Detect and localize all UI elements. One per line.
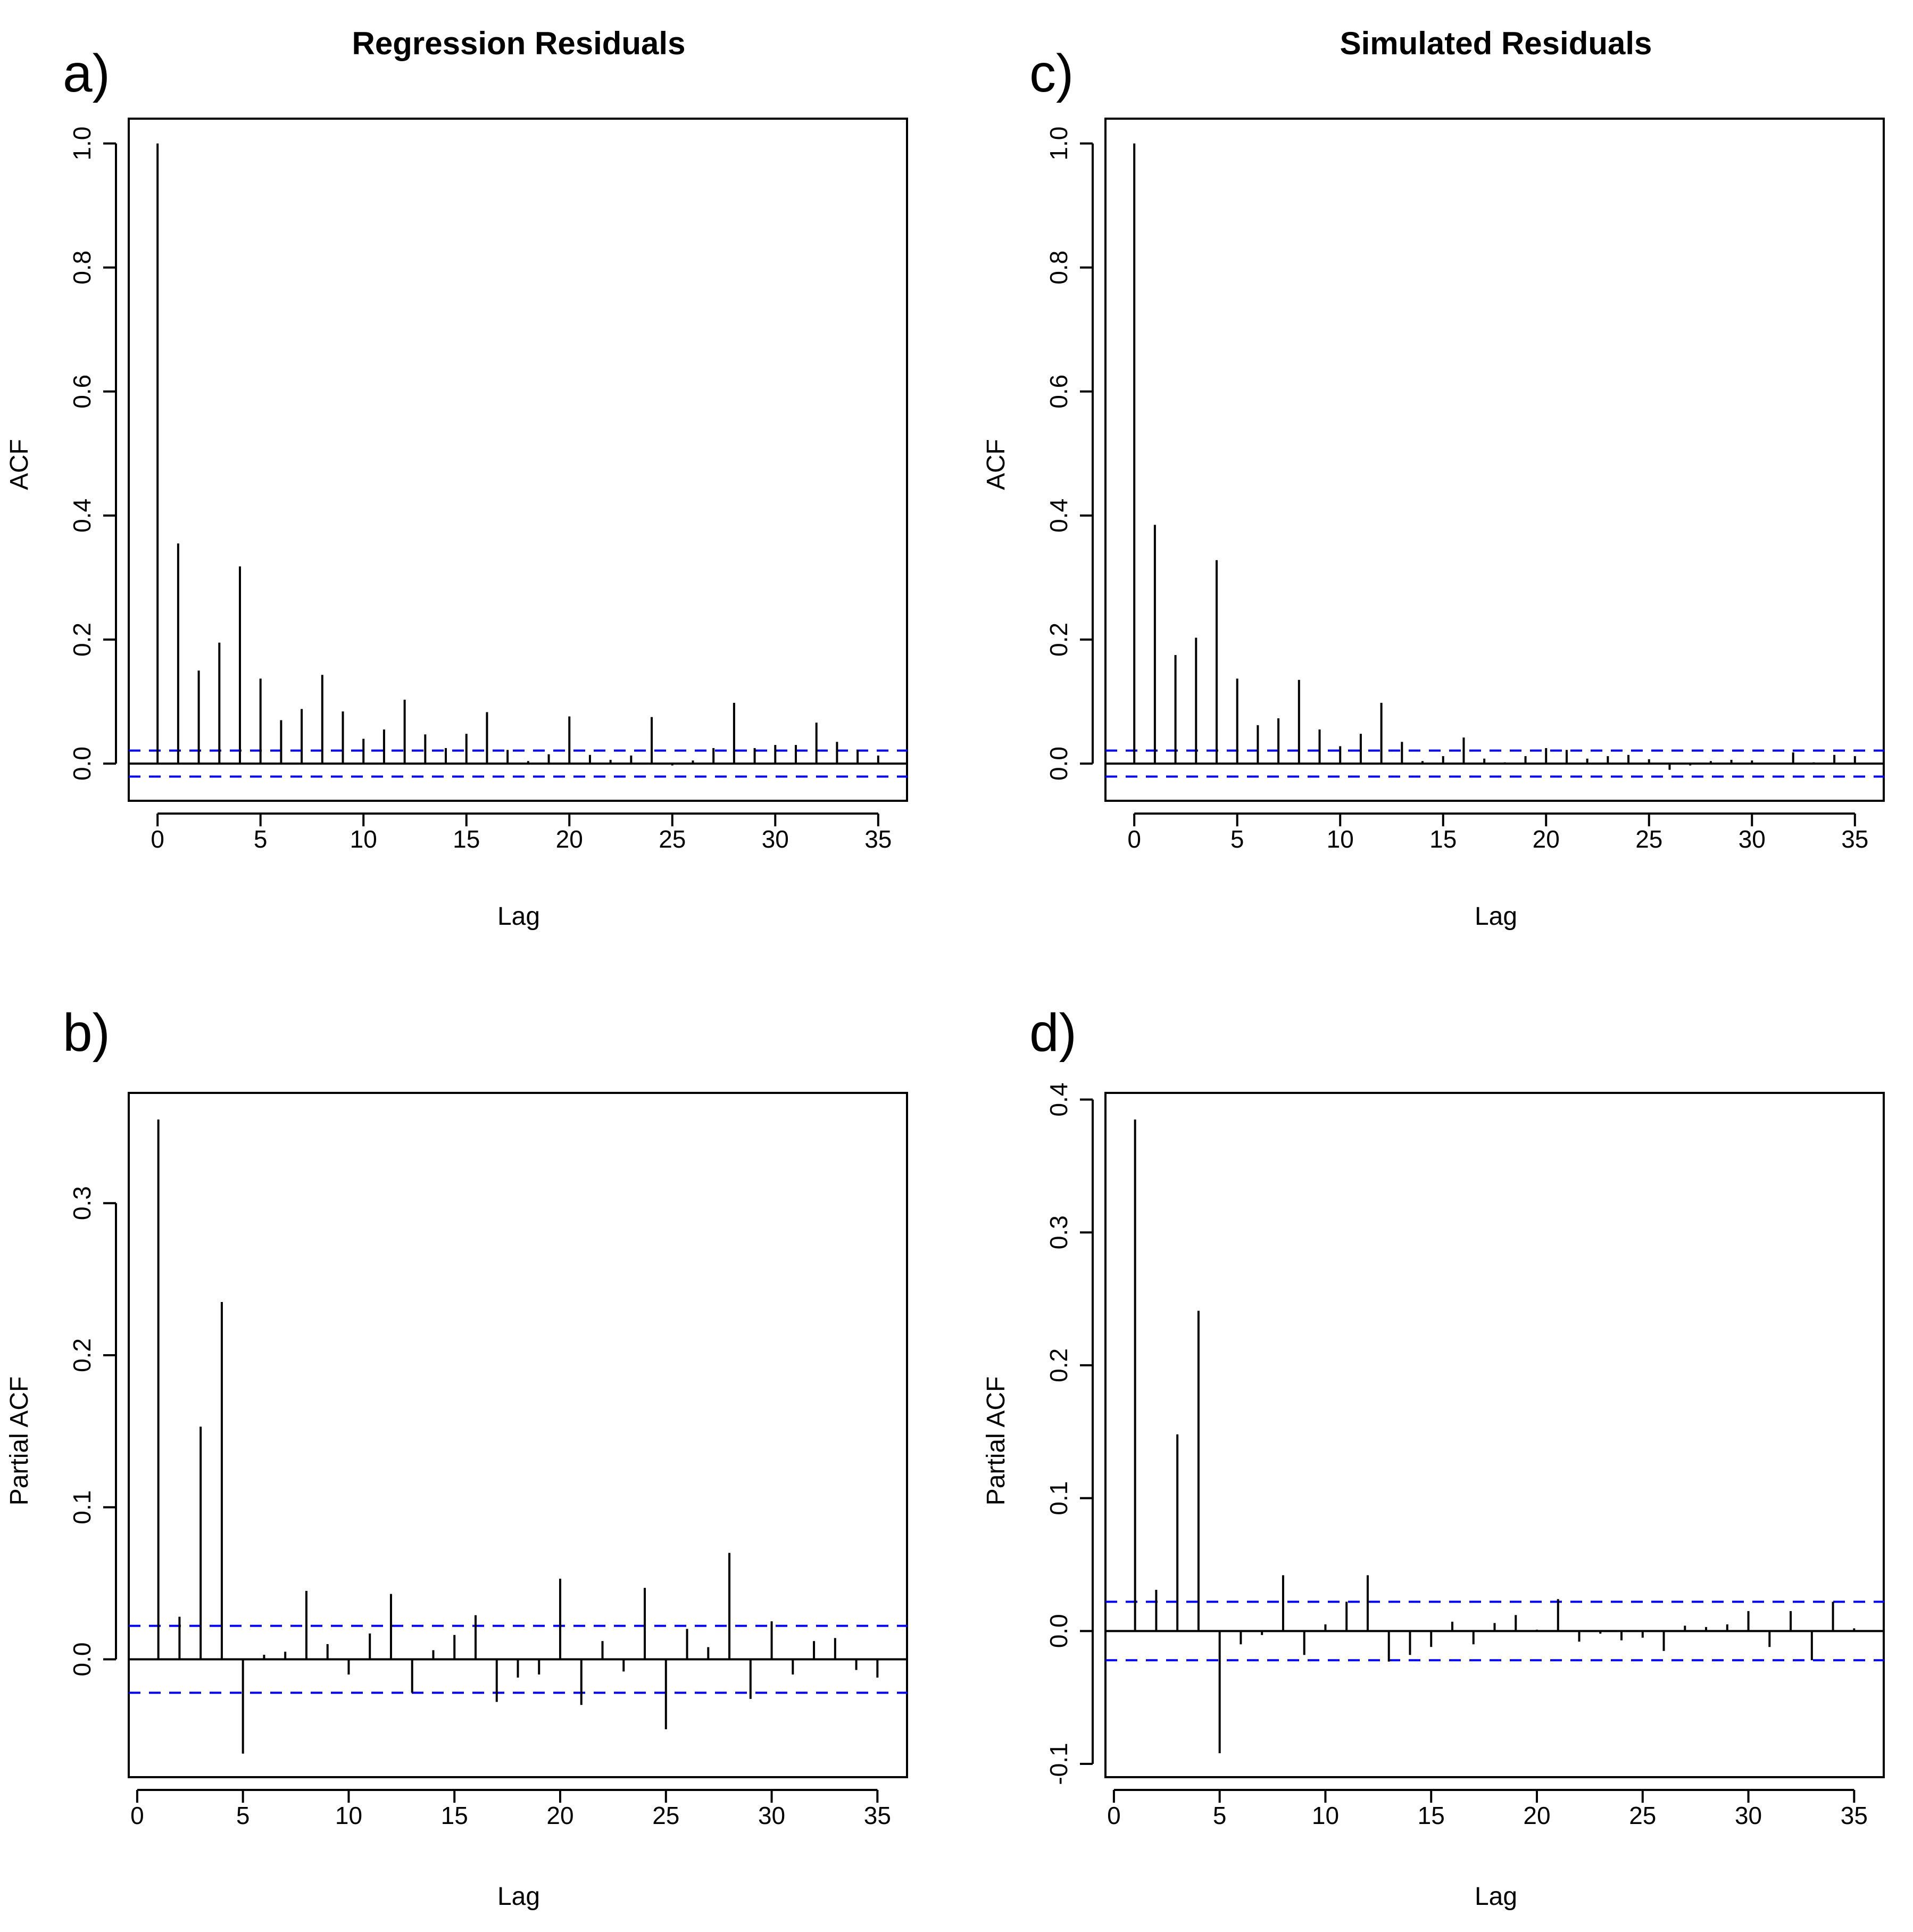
x-tick-label: 0 [151,825,164,853]
panel-c-plot-area [1104,118,1885,802]
x-tick-label: 15 [441,1802,468,1829]
x-tick-label: 35 [1841,1802,1868,1829]
panel-c-ylabel: ACF [982,439,1010,490]
y-tick-label: 0.4 [1045,1083,1072,1117]
y-tick-label: 0.6 [68,375,96,409]
panel-a-frame [128,118,908,802]
x-tick-label: 15 [1418,1802,1445,1829]
y-tick-label: 0.1 [68,1490,96,1524]
x-tick-label: 0 [1107,1802,1121,1829]
panel-d-simulated-pacf: d) Lag Partial ACF 0 5 10 15 20 25 30 35 -0.1 0.0… [982,1003,1885,1911]
y-tick-label: 1.0 [1045,127,1072,161]
y-tick-label: -0.1 [1045,1743,1072,1785]
panel-d-frame [1104,1092,1885,1778]
x-tick-label: 5 [236,1802,250,1829]
panel-a-plot-area [128,118,908,802]
x-tick-label: 20 [1533,825,1560,853]
y-tick-label: 1.0 [68,127,96,161]
y-tick-label: 0.2 [1045,1348,1072,1382]
x-tick-label: 25 [659,825,686,853]
y-tick-label: 0.1 [1045,1481,1072,1515]
y-tick-label: 0.8 [68,251,96,285]
x-tick-label: 25 [1629,1802,1656,1829]
panel-a-letter: a) [63,44,110,103]
x-tick-label: 35 [864,825,892,853]
y-tick-label: 0.4 [1045,499,1072,533]
x-tick-label: 35 [1841,825,1868,853]
x-tick-label: 20 [1523,1802,1550,1829]
x-tick-label: 5 [1213,1802,1227,1829]
y-tick-label: 0.0 [1045,1614,1072,1648]
x-tick-label: 30 [1739,825,1766,853]
y-tick-label: 0.2 [68,1338,96,1372]
panel-b-plot-area [128,1092,908,1778]
x-tick-label: 30 [758,1802,785,1829]
x-tick-label: 15 [453,825,480,853]
x-tick-label: 10 [1312,1802,1339,1829]
x-tick-label: 30 [1735,1802,1762,1829]
panel-d-ylabel: Partial ACF [982,1377,1010,1506]
x-tick-label: 25 [652,1802,679,1829]
y-tick-label: 0.2 [68,623,96,657]
y-tick-label: 0.8 [1045,251,1072,285]
panel-c-xlabel: Lag [1475,902,1517,931]
x-tick-label: 35 [864,1802,891,1829]
panel-d-letter: d) [1029,1003,1077,1063]
panel-c-frame [1104,118,1885,802]
panel-a-xlabel: Lag [497,902,540,931]
y-tick-label: 0.3 [68,1186,96,1220]
panel-b-letter: b) [63,1003,110,1063]
x-tick-label: 25 [1635,825,1662,853]
x-tick-label: 15 [1429,825,1457,853]
panel-c-letter: c) [1029,44,1074,103]
panel-d-plot-area [1104,1092,1885,1778]
y-tick-label: 0.3 [1045,1215,1072,1249]
panel-a-axes: 0 5 10 15 20 25 30 35 0.0 0.2 0.4 0.6 0.8 1.0 [68,127,892,853]
y-tick-label: 0.4 [68,499,96,533]
x-tick-label: 20 [546,1802,573,1829]
y-tick-label: 0.0 [1045,747,1072,781]
panel-d-xlabel: Lag [1475,1883,1517,1911]
x-tick-label: 0 [1127,825,1141,853]
panel-c-axes: 0 5 10 15 20 25 30 35 0.0 0.2 0.4 0.6 0.8 1.0 [1045,127,1868,853]
panel-b-frame [128,1092,908,1778]
x-tick-label: 5 [254,825,268,853]
x-tick-label: 10 [1327,825,1354,853]
y-tick-label: 0.0 [68,747,96,781]
x-tick-label: 5 [1230,825,1244,853]
panel-a-ylabel: ACF [5,439,34,490]
panel-d-axes: 0 5 10 15 20 25 30 35 -0.1 0.0 0.1 0.2 0.3 0.4 [1045,1083,1868,1829]
y-tick-label: 0.2 [1045,623,1072,657]
panel-c-simulated-acf: Simulated Residuals c) Lag ACF 0 5 10 15 20 2… [982,26,1885,931]
x-tick-label: 30 [762,825,789,853]
x-tick-label: 10 [350,825,377,853]
panel-b-regression-pacf: b) Lag Partial ACF 0 5 10 15 20 25 30 350.00.10… [5,1003,908,1911]
panel-a-regression-acf: Regression Residuals a) Lag ACF 0 5 10 15 20… [5,26,908,931]
x-tick-label: 0 [130,1802,144,1829]
panel-b-ylabel: Partial ACF [5,1377,34,1506]
x-tick-label: 20 [556,825,583,853]
x-tick-label: 10 [335,1802,362,1829]
panel-b-axes: 0 5 10 15 20 25 30 35 0.0 0.1 0.2 0.3 [68,1186,891,1829]
y-tick-label: 0.0 [68,1643,96,1677]
y-tick-label: 0.6 [1045,375,1072,409]
panel-a-title: Regression Residuals [352,26,686,61]
panel-b-xlabel: Lag [497,1883,540,1911]
panel-c-title: Simulated Residuals [1340,26,1652,61]
